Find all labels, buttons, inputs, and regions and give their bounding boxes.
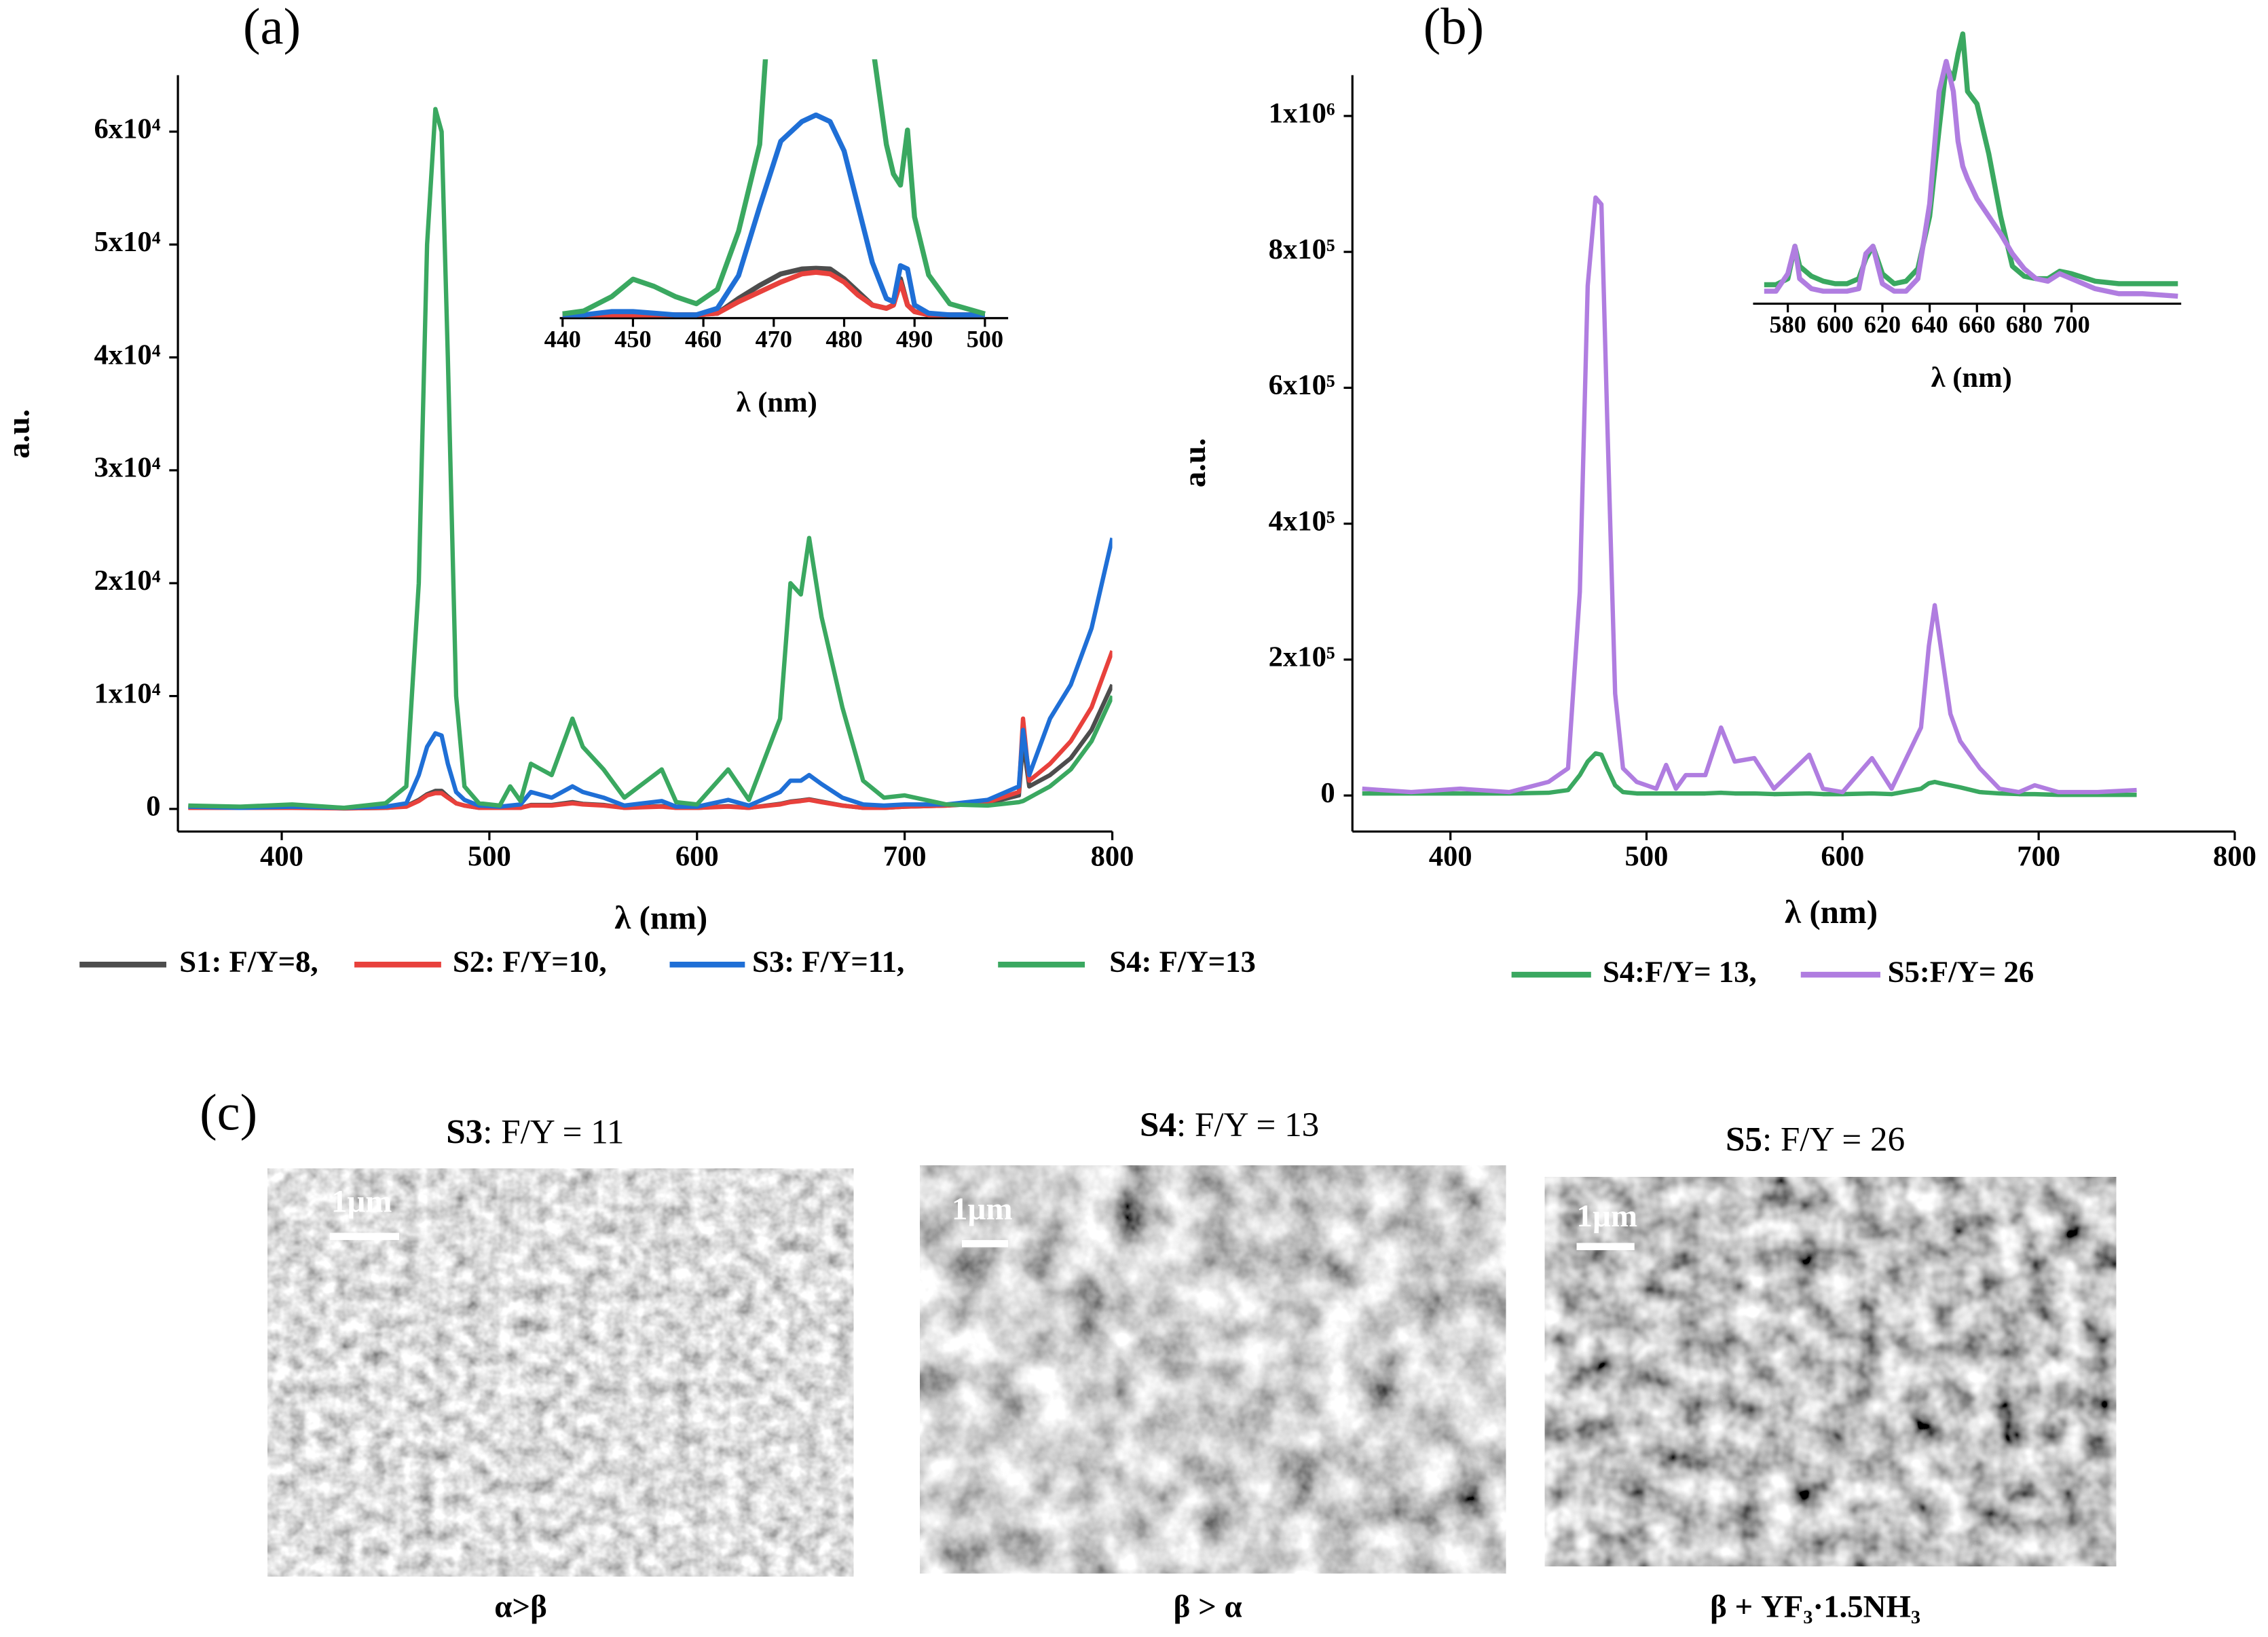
panel-label: (b) <box>1424 0 1484 55</box>
x-tick-label: 660 <box>1958 311 1995 338</box>
y-tick-label: 3x10⁴ <box>94 452 161 484</box>
scale-label: 1µm <box>952 1191 1012 1226</box>
chart: 400 500 600 700 800 0 1x10⁴ 2x10⁴ 3x10⁴ 4x10⁴ 5x10… <box>1 0 1256 978</box>
series-line <box>562 59 986 317</box>
x-tick-label: 600 <box>1821 840 1864 872</box>
x-tick-label: 450 <box>614 325 651 352</box>
y-tick-label: 0 <box>146 791 160 823</box>
series-line <box>1362 751 2137 797</box>
x-tick-label: 620 <box>1864 311 1901 338</box>
legend-label: S2: F/Y=10, <box>453 944 607 978</box>
x-tick-label: 400 <box>260 840 303 872</box>
series-line <box>188 538 1113 810</box>
charts: 400 500 600 700 800 0 1x10⁴ 2x10⁴ 3x10⁴ 4x10⁴ 5x10… <box>1 0 2256 988</box>
legend-label: S4:F/Y= 13, <box>1603 954 1757 988</box>
series-line <box>1362 195 2137 795</box>
x-tick-label: 600 <box>1817 311 1853 338</box>
y-tick-label: 2x10⁴ <box>94 565 161 597</box>
y-tick-label: 2x10⁵ <box>1269 641 1335 673</box>
x-axis-label: λ (nm) <box>737 386 817 418</box>
x-axis-label: λ (nm) <box>1785 893 1878 930</box>
y-axis-label: a.u. <box>1177 438 1212 487</box>
series-line <box>188 683 1113 811</box>
x-tick-label: 470 <box>756 325 792 352</box>
condition: : F/Y = 11 <box>483 1112 624 1151</box>
series-line <box>188 107 1113 810</box>
y-tick-label: 4x10⁴ <box>94 339 161 371</box>
x-tick-label: 700 <box>2053 311 2089 338</box>
chart: 580 600 620 640 660 680 700 λ (nm) <box>1753 31 2182 394</box>
y-tick-label: 6x10⁵ <box>1269 369 1335 401</box>
sem-image <box>920 1165 1506 1574</box>
y-tick-label: 1x10⁶ <box>1269 98 1335 130</box>
y-tick-label: 8x10⁵ <box>1269 233 1335 265</box>
panel-label: (c) <box>200 1084 257 1142</box>
y-axis-label: a.u. <box>1 409 37 459</box>
y-tick-label: 5x10⁴ <box>94 226 161 258</box>
image-title: S3: F/Y = 11 <box>446 1112 624 1151</box>
y-tick-label: 1x10⁴ <box>94 677 161 709</box>
y-tick-label: 4x10⁵ <box>1269 505 1335 537</box>
sample: S5 <box>1726 1120 1762 1159</box>
series-line <box>1764 58 2178 299</box>
legend-label: S4: F/Y=13 <box>1109 944 1256 978</box>
x-axis-label: λ (nm) <box>1931 362 2012 394</box>
sample: S4 <box>1140 1106 1176 1144</box>
chart: 440 450 460 470 480 490 500 λ (nm) <box>544 59 1009 418</box>
scale-label: 1µm <box>331 1184 392 1220</box>
x-tick-label: 490 <box>896 325 933 352</box>
sample: S3 <box>446 1112 483 1151</box>
panel-label: (a) <box>243 0 301 55</box>
x-tick-label: 580 <box>1769 311 1806 338</box>
x-tick-label: 400 <box>1429 840 1472 872</box>
x-tick-label: 800 <box>1091 840 1134 872</box>
caption: β > α <box>1174 1589 1242 1624</box>
scale-label: 1µm <box>1577 1199 1637 1234</box>
sem-image <box>267 1168 854 1577</box>
legend-label: S3: F/Y=11, <box>752 944 904 978</box>
legend-label: S5:F/Y= 26 <box>1888 954 2034 988</box>
chart: 400 500 600 700 800 0 2x10⁵ 4x10⁵ 6x10⁵ 8x10⁵ 1x10… <box>1177 0 2256 988</box>
y-tick-label: 0 <box>1320 777 1335 809</box>
image-title: S4: F/Y = 13 <box>1140 1106 1319 1144</box>
x-tick-label: 800 <box>2213 840 2256 872</box>
x-tick-label: 460 <box>685 325 722 352</box>
x-tick-label: 640 <box>1911 311 1948 338</box>
x-tick-label: 480 <box>825 325 862 352</box>
caption: α>β <box>494 1589 547 1624</box>
sem-image <box>1544 1177 2117 1566</box>
series-line <box>562 112 985 318</box>
x-tick-label: 440 <box>544 325 581 352</box>
x-tick-label: 500 <box>967 325 1003 352</box>
x-tick-label: 500 <box>1625 840 1669 872</box>
condition: : F/Y = 26 <box>1762 1120 1905 1159</box>
series-line <box>1764 31 2178 288</box>
y-tick-label: 6x10⁴ <box>94 113 161 145</box>
x-tick-label: 700 <box>883 840 927 872</box>
x-tick-label: 600 <box>675 840 719 872</box>
x-tick-label: 700 <box>2017 840 2060 872</box>
legend-label: S1: F/Y=8, <box>179 944 318 978</box>
x-axis-label: λ (nm) <box>614 899 707 937</box>
condition: : F/Y = 13 <box>1176 1106 1319 1144</box>
image-title: S5: F/Y = 26 <box>1726 1120 1905 1159</box>
series-line <box>188 650 1113 811</box>
sem-panel: (c) S3: F/Y = 11 1µm α>β S4: F/Y = 13 1µ… <box>200 1084 2117 1624</box>
x-tick-label: 500 <box>468 840 511 872</box>
x-tick-label: 680 <box>2006 311 2043 338</box>
caption: β + YF₃·1.5NH₃ <box>1710 1589 1920 1624</box>
